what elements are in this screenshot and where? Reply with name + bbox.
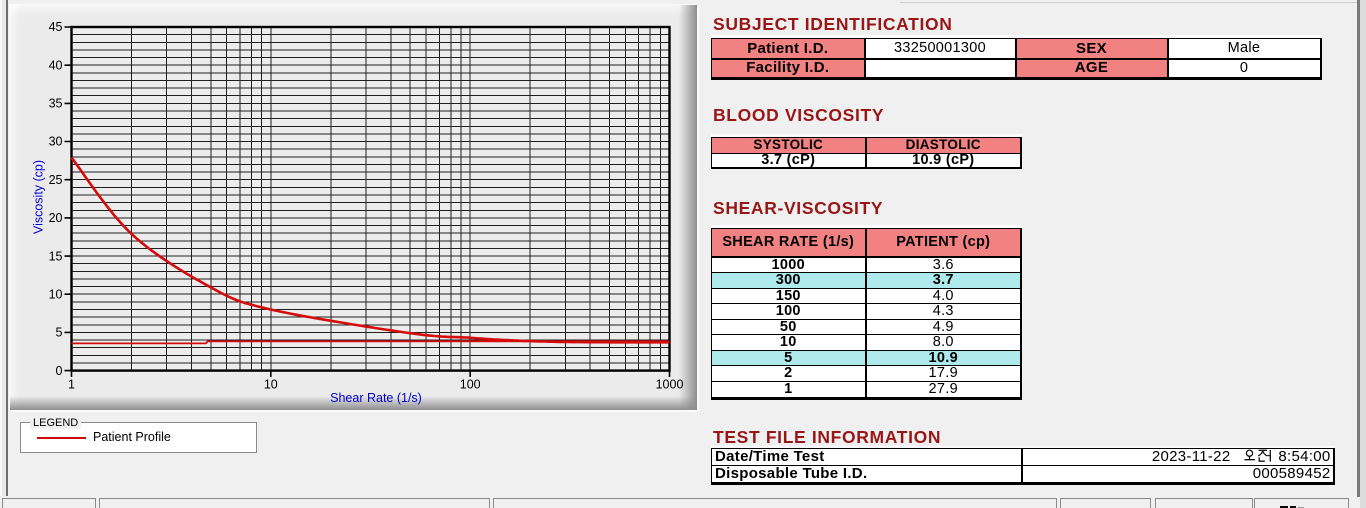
svg-text:100: 100 [460, 378, 481, 392]
svg-text:1: 1 [68, 378, 75, 392]
svg-text:35: 35 [49, 97, 63, 111]
svg-text:10: 10 [264, 378, 278, 392]
svg-text:30: 30 [49, 135, 63, 149]
svg-text:Viscosity (cp): Viscosity (cp) [32, 160, 46, 234]
svg-text:10: 10 [49, 287, 63, 301]
svg-text:40: 40 [49, 58, 63, 72]
svg-text:Shear Rate (1/s): Shear Rate (1/s) [330, 391, 422, 405]
svg-text:25: 25 [49, 173, 63, 187]
svg-text:5: 5 [56, 326, 63, 340]
svg-text:1000: 1000 [656, 378, 684, 392]
svg-text:20: 20 [49, 211, 63, 225]
svg-text:0: 0 [56, 364, 63, 378]
svg-text:15: 15 [49, 249, 63, 263]
svg-text:45: 45 [49, 20, 63, 34]
